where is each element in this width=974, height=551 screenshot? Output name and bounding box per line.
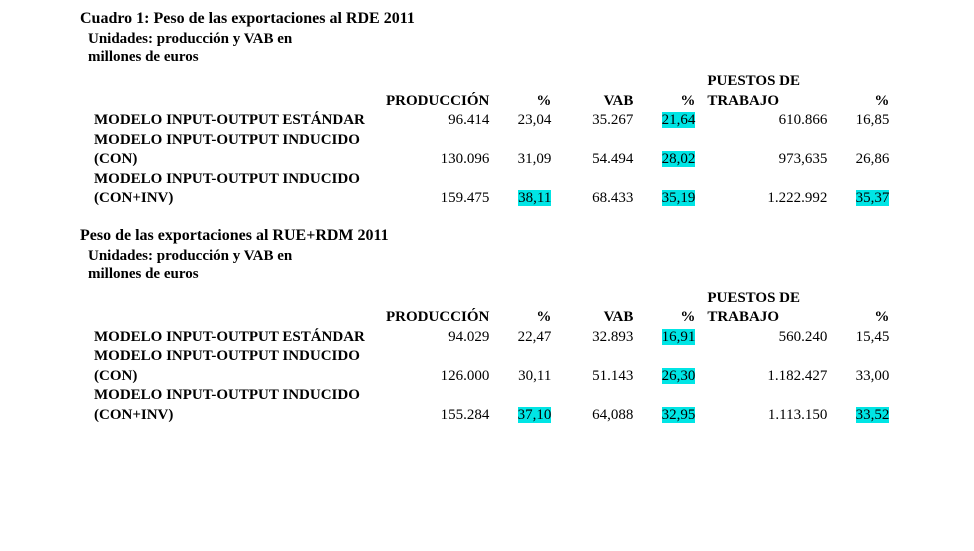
table-row: MODELO INPUT-OUTPUT INDUCIDO (CON+INV)15…	[88, 386, 895, 425]
col-pct-prod: %	[495, 72, 557, 111]
col-produccion: PRODUCCIÓN	[380, 72, 495, 111]
table2-body: MODELO INPUT-OUTPUT ESTÁNDAR94.02922,473…	[88, 328, 895, 426]
cell-pct-vab: 35,19	[639, 170, 701, 209]
cell-pct-prod: 37,10	[495, 386, 557, 425]
row-label: MODELO INPUT-OUTPUT INDUCIDO (CON)	[88, 131, 380, 170]
table1-header-row: PRODUCCIÓN % VAB % PUESTOS DE TRABAJO %	[88, 72, 895, 111]
cell-prod: 159.475	[380, 170, 495, 209]
col-pct-puestos: %	[833, 72, 895, 111]
table-row: MODELO INPUT-OUTPUT INDUCIDO (CON)126.00…	[88, 347, 895, 386]
table2-header-row: PRODUCCIÓN % VAB % PUESTOS DE TRABAJO %	[88, 289, 895, 328]
col-produccion: PRODUCCIÓN	[380, 289, 495, 328]
cell-pct-vab: 32,95	[639, 386, 701, 425]
row-label: MODELO INPUT-OUTPUT ESTÁNDAR	[88, 111, 380, 131]
cell-vab: 32.893	[557, 328, 639, 348]
table1-title: Cuadro 1: Peso de las exportaciones al R…	[80, 10, 954, 28]
col-pct-puestos: %	[833, 289, 895, 328]
cell-vab: 64,088	[557, 386, 639, 425]
row-label: MODELO INPUT-OUTPUT INDUCIDO (CON+INV)	[88, 386, 380, 425]
cell-pct-vab: 16,91	[639, 328, 701, 348]
cell-vab: 35.267	[557, 111, 639, 131]
col-puestos: PUESTOS DE TRABAJO	[701, 289, 833, 328]
cell-vab: 68.433	[557, 170, 639, 209]
col-pct-vab: %	[639, 289, 701, 328]
table-row: MODELO INPUT-OUTPUT INDUCIDO (CON+INV)15…	[88, 170, 895, 209]
cell-puestos: 610.866	[701, 111, 833, 131]
cell-prod: 130.096	[380, 131, 495, 170]
row-label: MODELO INPUT-OUTPUT INDUCIDO (CON)	[88, 347, 380, 386]
cell-prod: 94.029	[380, 328, 495, 348]
row-label: MODELO INPUT-OUTPUT ESTÁNDAR	[88, 328, 380, 348]
cell-puestos: 560.240	[701, 328, 833, 348]
cell-pct-prod: 23,04	[495, 111, 557, 131]
table2-title: Peso de las exportaciones al RUE+RDM 201…	[80, 227, 954, 245]
col-puestos: PUESTOS DE TRABAJO	[701, 72, 833, 111]
col-vab: VAB	[557, 72, 639, 111]
col-pct-vab: %	[639, 72, 701, 111]
cell-pct-prod: 31,09	[495, 131, 557, 170]
cell-pct-puestos: 15,45	[833, 328, 895, 348]
cell-prod: 126.000	[380, 347, 495, 386]
col-rowlabel	[88, 72, 380, 111]
col-pct-prod: %	[495, 289, 557, 328]
cell-pct-prod: 30,11	[495, 347, 557, 386]
table1-subtitle: Unidades: producción y VAB en millones d…	[88, 30, 348, 66]
cell-pct-vab: 26,30	[639, 347, 701, 386]
cell-puestos: 1.182.427	[701, 347, 833, 386]
cell-prod: 155.284	[380, 386, 495, 425]
table1-body: MODELO INPUT-OUTPUT ESTÁNDAR96.41423,043…	[88, 111, 895, 209]
cell-pct-prod: 22,47	[495, 328, 557, 348]
cell-puestos: 1.113.150	[701, 386, 833, 425]
row-label: MODELO INPUT-OUTPUT INDUCIDO (CON+INV)	[88, 170, 380, 209]
table-row: MODELO INPUT-OUTPUT INDUCIDO (CON)130.09…	[88, 131, 895, 170]
cell-prod: 96.414	[380, 111, 495, 131]
col-rowlabel	[88, 289, 380, 328]
table-row: MODELO INPUT-OUTPUT ESTÁNDAR94.02922,473…	[88, 328, 895, 348]
cell-vab: 51.143	[557, 347, 639, 386]
cell-puestos: 973,635	[701, 131, 833, 170]
cell-pct-puestos: 16,85	[833, 111, 895, 131]
cell-pct-puestos: 26,86	[833, 131, 895, 170]
cell-vab: 54.494	[557, 131, 639, 170]
cell-pct-puestos: 33,00	[833, 347, 895, 386]
table1: PRODUCCIÓN % VAB % PUESTOS DE TRABAJO % …	[88, 72, 895, 209]
cell-pct-puestos: 33,52	[833, 386, 895, 425]
cell-pct-vab: 21,64	[639, 111, 701, 131]
cell-pct-puestos: 35,37	[833, 170, 895, 209]
table2-subtitle: Unidades: producción y VAB en millones d…	[88, 247, 348, 283]
table-row: MODELO INPUT-OUTPUT ESTÁNDAR96.41423,043…	[88, 111, 895, 131]
cell-puestos: 1.222.992	[701, 170, 833, 209]
cell-pct-vab: 28,02	[639, 131, 701, 170]
col-vab: VAB	[557, 289, 639, 328]
cell-pct-prod: 38,11	[495, 170, 557, 209]
table2: PRODUCCIÓN % VAB % PUESTOS DE TRABAJO % …	[88, 289, 895, 426]
